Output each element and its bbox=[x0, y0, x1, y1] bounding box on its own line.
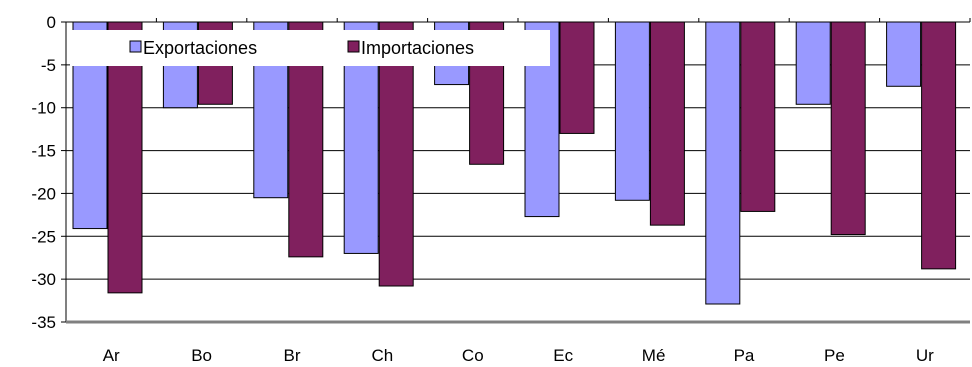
x-tick-label: Pa bbox=[734, 346, 755, 365]
x-tick-label: Ur bbox=[916, 346, 934, 365]
bar-importaciones-pe bbox=[830, 21, 866, 236]
x-tick-label: Ar bbox=[103, 346, 120, 365]
y-tick-label: -35 bbox=[31, 313, 56, 332]
bar-exportaciones-mé bbox=[614, 21, 650, 201]
legend: Exportaciones Importaciones bbox=[70, 30, 550, 66]
y-tick-label: -5 bbox=[41, 56, 56, 75]
bar-importaciones-ur bbox=[921, 21, 957, 270]
x-axis-ticks: Ar Bo Br Ch Co Ec Mé Pa Pe Ur bbox=[103, 346, 934, 365]
x-tick-label: Br bbox=[284, 346, 301, 365]
bar-importaciones-mé bbox=[649, 21, 685, 226]
legend-swatch-importaciones bbox=[347, 40, 360, 53]
x-tick-label: Pe bbox=[824, 346, 845, 365]
bar-exportaciones-ur bbox=[886, 21, 922, 87]
bars bbox=[72, 21, 957, 305]
x-tick-label: Ec bbox=[553, 346, 573, 365]
legend-box bbox=[70, 30, 550, 66]
y-tick-label: -25 bbox=[31, 227, 56, 246]
bar-importaciones-ar bbox=[107, 21, 143, 294]
y-tick-label: -20 bbox=[31, 184, 56, 203]
y-tick-label: -15 bbox=[31, 142, 56, 161]
y-tick-label: -10 bbox=[31, 99, 56, 118]
legend-swatch-exportaciones bbox=[129, 40, 142, 53]
legend-label-importaciones: Importaciones bbox=[361, 38, 474, 58]
y-axis-ticks: 0 -5 -10 -15 -20 -25 -30 -35 bbox=[31, 13, 56, 332]
axes bbox=[61, 18, 971, 324]
bar-exportaciones-pa bbox=[705, 21, 741, 305]
legend-label-exportaciones: Exportaciones bbox=[143, 38, 257, 58]
y-tick-label: -30 bbox=[31, 270, 56, 289]
x-tick-label: Ch bbox=[372, 346, 394, 365]
bar-importaciones-ec bbox=[559, 21, 595, 134]
x-tick-label: Co bbox=[462, 346, 484, 365]
y-tick-label: 0 bbox=[47, 13, 56, 32]
bar-exportaciones-pe bbox=[795, 21, 831, 105]
x-tick-label: Bo bbox=[191, 346, 212, 365]
bar-importaciones-pa bbox=[740, 21, 776, 212]
x-tick-label: Mé bbox=[642, 346, 666, 365]
